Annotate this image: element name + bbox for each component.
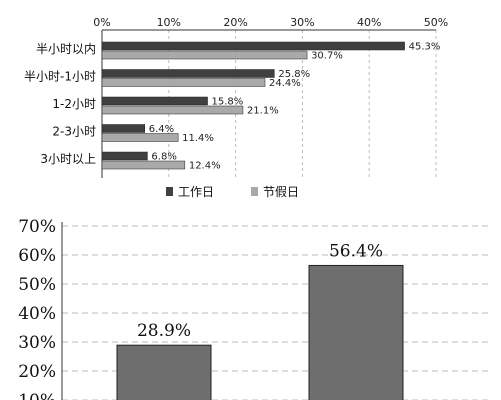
chart-1-x-tick-label: 40% bbox=[357, 16, 381, 29]
chart-1-legend-swatch-holiday bbox=[251, 187, 258, 196]
chart-1-data-label: 15.8% bbox=[212, 97, 244, 108]
chart-1-bar-holiday bbox=[101, 133, 179, 142]
chart-2-y-tick-label: 40% bbox=[18, 304, 56, 324]
chart-1-x-tick-label: 20% bbox=[223, 16, 247, 29]
chart-1-x-tick-label: 50% bbox=[424, 16, 448, 29]
chart-1-bar-workday bbox=[101, 69, 275, 78]
chart-2-bar bbox=[308, 264, 404, 400]
chart-1-data-label: 24.4% bbox=[269, 78, 301, 89]
chart-1-bar-holiday bbox=[101, 105, 244, 115]
chart-1-data-label: 30.7% bbox=[311, 51, 343, 62]
chart-2-y-tick-label: 70% bbox=[18, 217, 56, 237]
chart-2-y-tick-label: 20% bbox=[18, 362, 56, 382]
chart-1-bar-holiday bbox=[101, 50, 308, 60]
chart-1-data-label: 21.1% bbox=[247, 106, 279, 117]
chart-1-data-label: 6.4% bbox=[149, 124, 174, 135]
chart-1-category-label: 半小时-1小时 bbox=[24, 70, 96, 84]
chart-2-bar: 10% 20% 30% 40% 50% 60% 70% 28.9% 56.4% bbox=[18, 217, 488, 400]
chart-1-legend-swatch-workday bbox=[166, 187, 173, 196]
chart-1-legend-label-workday: 工作日 bbox=[178, 185, 214, 199]
chart-1-bar-workday bbox=[101, 151, 148, 161]
chart-2-data-label: 56.4% bbox=[329, 241, 383, 261]
chart-2-y-tick-label: 10% bbox=[18, 391, 56, 400]
chart-1-bar-workday bbox=[101, 96, 208, 106]
chart-1-bar-holiday bbox=[101, 78, 266, 87]
chart-2-y-tick-label: 60% bbox=[18, 246, 56, 266]
chart-1-category-label: 3小时以上 bbox=[40, 152, 96, 166]
chart-1-category-label: 1-2小时 bbox=[52, 97, 96, 111]
chart-1-data-label: 25.8% bbox=[278, 69, 310, 80]
chart-1-data-label: 45.3% bbox=[409, 42, 441, 53]
chart-1-category-label: 半小时以内 bbox=[36, 42, 96, 56]
chart-2-bar bbox=[116, 344, 212, 400]
chart-1-travel-time: 0% 10% 20% 30% 40% 50% 半小时以内 45.3% 30.7% 半小时-1小时 2… bbox=[24, 16, 448, 199]
chart-1-x-tick-label: 10% bbox=[157, 16, 181, 29]
chart-1-data-label: 12.4% bbox=[189, 161, 221, 172]
chart-1-bar-workday bbox=[101, 41, 405, 51]
chart-1-data-label: 6.8% bbox=[151, 152, 176, 163]
chart-1-x-tick-label: 30% bbox=[290, 16, 314, 29]
chart-2-data-label: 28.9% bbox=[137, 321, 191, 341]
chart-1-data-label: 11.4% bbox=[182, 133, 214, 144]
chart-1-bar-workday bbox=[101, 124, 146, 133]
chart-1-category-label: 2-3小时 bbox=[52, 125, 96, 139]
chart-1-x-tick-label: 0% bbox=[93, 16, 110, 29]
chart-2-y-tick-label: 50% bbox=[18, 275, 56, 295]
chart-1-bar-holiday bbox=[101, 160, 186, 170]
chart-1-legend-label-holiday: 节假日 bbox=[263, 185, 299, 199]
chart-2-y-tick-label: 30% bbox=[18, 333, 56, 353]
